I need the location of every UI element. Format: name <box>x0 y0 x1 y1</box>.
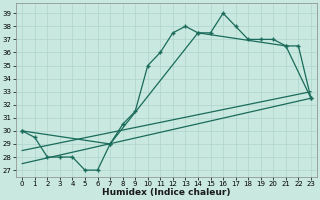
X-axis label: Humidex (Indice chaleur): Humidex (Indice chaleur) <box>102 188 231 197</box>
